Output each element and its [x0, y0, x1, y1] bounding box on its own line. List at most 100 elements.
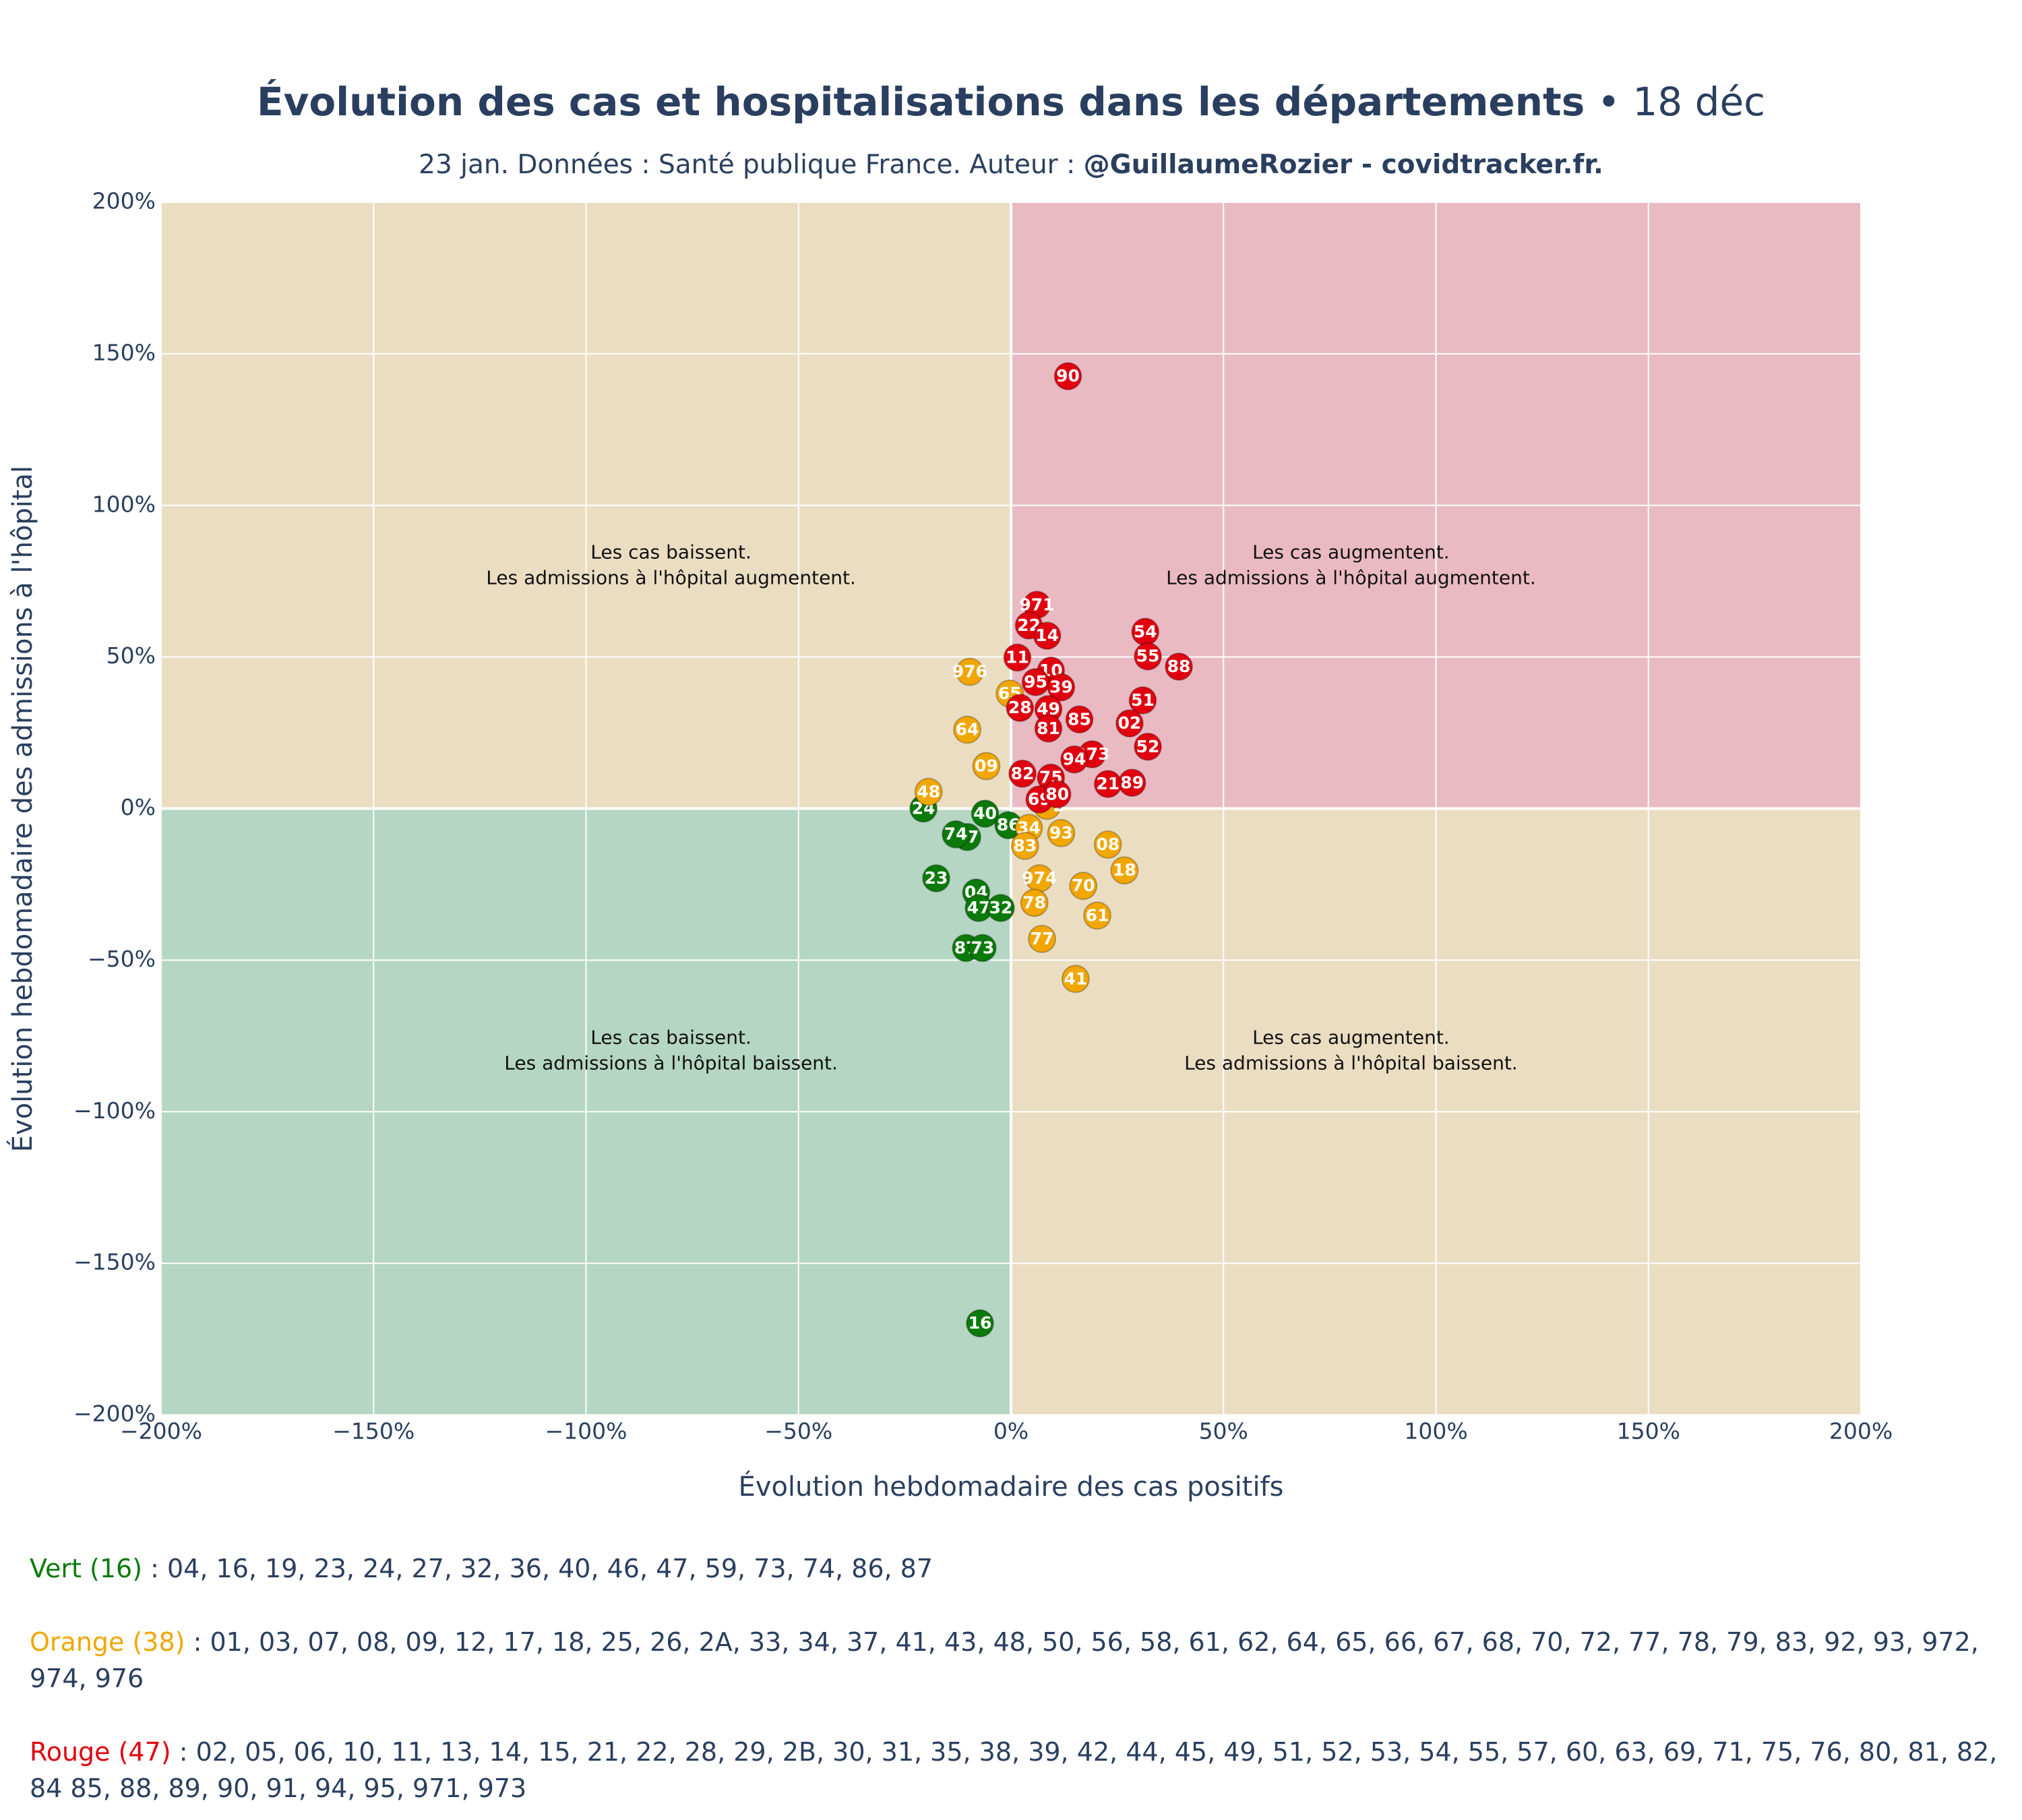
annotation: Les cas baissent.	[590, 541, 752, 564]
marker	[1134, 732, 1163, 761]
point-label: 52	[1136, 737, 1160, 756]
marker	[1047, 818, 1076, 847]
point: 78	[1020, 888, 1049, 917]
point: 28	[1006, 694, 1035, 723]
annotation: Les admissions à l'hôpital augmentent.	[486, 567, 856, 589]
point-label: 28	[1008, 698, 1032, 717]
point-label: 95	[1024, 672, 1047, 692]
marker	[986, 894, 1015, 923]
point-label: 73	[971, 938, 994, 957]
point: 18	[1110, 856, 1139, 885]
marker	[1110, 856, 1139, 885]
legend-entry: Orange (38) : 01, 03, 07, 08, 09, 12, 17…	[30, 1624, 2011, 1697]
chart: Évolution des cas et hospitalisations da…	[6, 78, 1893, 1503]
marker	[922, 863, 951, 892]
point-label: 61	[1086, 905, 1109, 925]
point: 41	[1061, 965, 1090, 994]
point: 21	[1093, 770, 1122, 799]
x-tick-label: −200%	[120, 1418, 202, 1445]
point-label: 40	[973, 803, 997, 823]
point-label: 51	[1131, 690, 1155, 710]
marker	[1008, 759, 1037, 788]
point-label: 64	[956, 720, 979, 739]
point: 80	[1043, 780, 1072, 809]
marker	[1115, 709, 1144, 738]
point-label: 18	[1113, 860, 1136, 880]
marker	[1053, 362, 1082, 391]
marker	[1020, 888, 1049, 917]
legend-list: : 02, 05, 06, 10, 11, 13, 14, 15, 21, 22…	[30, 1737, 1998, 1803]
point-label: 82	[1011, 764, 1035, 783]
marker	[1060, 745, 1089, 774]
point-label: 971	[1019, 595, 1054, 614]
point: 73	[968, 934, 997, 963]
x-tick-label: −50%	[764, 1418, 832, 1445]
point-label: 16	[969, 1313, 992, 1333]
x-tick-label: 50%	[1199, 1418, 1248, 1445]
marker	[953, 715, 982, 744]
point: 52	[1134, 732, 1163, 761]
point-label: 09	[975, 756, 998, 776]
marker	[1093, 830, 1122, 859]
point: 83	[1010, 831, 1039, 860]
point: 61	[1082, 901, 1111, 930]
point: 70	[1069, 872, 1098, 901]
annotation: Les admissions à l'hôpital augmentent.	[1166, 567, 1536, 589]
subtitle-author: @GuillaumeRozier - covidtracker.fr.	[1084, 150, 1603, 180]
point: 23	[922, 863, 951, 892]
point: 89	[1117, 768, 1146, 797]
y-tick-label: 50%	[106, 642, 156, 669]
point-label: 90	[1056, 366, 1080, 386]
legend-list: : 04, 16, 19, 23, 24, 27, 32, 36, 40, 46…	[150, 1554, 933, 1583]
y-tick-label: 100%	[92, 491, 156, 517]
point: 11	[1003, 643, 1032, 672]
marker	[1165, 653, 1194, 681]
point: 02	[1115, 709, 1144, 738]
marker	[942, 820, 971, 849]
point-label: 47	[967, 898, 991, 917]
annotation: Les cas augmentent.	[1252, 1026, 1450, 1048]
point: 94	[1060, 745, 1089, 774]
point-label: 32	[989, 898, 1012, 917]
point-label: 93	[1049, 823, 1073, 843]
point: 93	[1047, 818, 1076, 847]
point: 51	[1128, 686, 1157, 715]
x-tick-label: 150%	[1617, 1418, 1680, 1445]
marker	[1003, 643, 1032, 672]
point: 32	[986, 894, 1015, 923]
marker	[1043, 780, 1072, 809]
point-label: 976	[952, 662, 987, 681]
point: 49	[1034, 694, 1063, 723]
point: 48	[914, 777, 943, 806]
point-label: 78	[1022, 892, 1046, 912]
marker	[972, 752, 1001, 781]
y-tick-label: 200%	[92, 188, 156, 214]
point: 81	[1034, 714, 1063, 743]
point: 82	[1008, 759, 1037, 788]
x-tick-label: 0%	[993, 1418, 1029, 1445]
point-label: 83	[1013, 836, 1037, 855]
y-tick-label: −100%	[73, 1097, 156, 1124]
x-axis-title: Évolution hebdomadaire des cas positifs	[739, 1470, 1284, 1503]
point-label: 11	[1006, 648, 1029, 667]
point: 85	[1065, 705, 1094, 734]
marker	[1033, 621, 1062, 650]
point-label: 80	[1045, 784, 1069, 803]
chart-title-line: Évolution des cas et hospitalisations da…	[257, 78, 1765, 125]
marker	[1082, 901, 1111, 930]
marker	[1069, 872, 1098, 901]
marker	[914, 777, 943, 806]
y-tick-label: −200%	[73, 1401, 156, 1427]
legend-label: Orange (38)	[30, 1627, 185, 1657]
point: 95	[1021, 667, 1050, 696]
x-tick-label: 200%	[1829, 1418, 1893, 1445]
point: 55	[1134, 642, 1163, 671]
point-label: 23	[925, 868, 948, 888]
point: 976	[952, 657, 987, 686]
point: 974	[1022, 863, 1057, 892]
marker	[955, 657, 984, 686]
marker	[1010, 831, 1039, 860]
chart-title: Évolution des cas et hospitalisations da…	[257, 78, 1585, 125]
point: 74	[942, 820, 971, 849]
y-tick-label: 0%	[121, 794, 156, 820]
